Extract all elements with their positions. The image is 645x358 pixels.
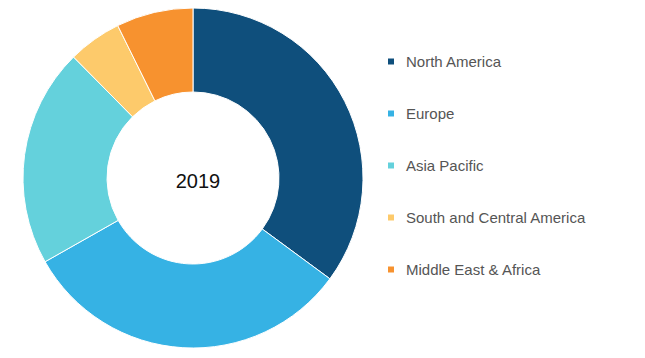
svg-text:Middle East & Africa: Middle East & Africa xyxy=(406,261,541,278)
svg-text:North America: North America xyxy=(406,53,502,70)
svg-text:South and Central America: South and Central America xyxy=(406,209,586,226)
svg-text:Asia Pacific: Asia Pacific xyxy=(406,157,484,174)
svg-text:2019: 2019 xyxy=(176,170,221,192)
svg-text:Europe: Europe xyxy=(406,105,454,122)
